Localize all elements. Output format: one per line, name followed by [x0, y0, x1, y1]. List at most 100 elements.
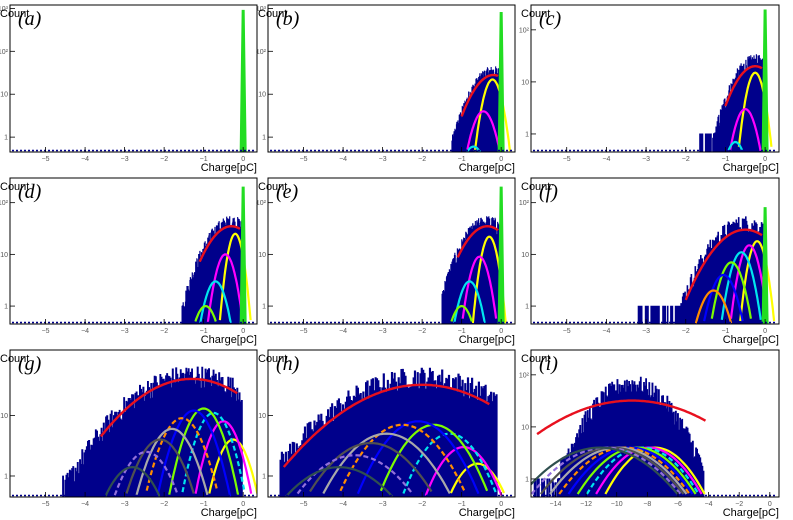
panel-a: −5 −4 −3 −2 −1 0 1 10 10² 10³ Charge[pC] Count(a) — [0, 4, 258, 174]
panel-h: −5 −4 −3 −2 −1 0 1 10 Charge[pC] Count(h) — [258, 349, 516, 519]
x-tick-label: −2 — [682, 156, 690, 163]
plot-area — [270, 367, 512, 497]
x-tick-label: −1 — [721, 328, 729, 335]
x-tick-label: −1 — [721, 156, 729, 163]
x-axis-title: Charge[pC] — [201, 162, 257, 174]
panel-frame — [530, 4, 780, 153]
x-tick-label: −1 — [200, 156, 208, 163]
fit-curve — [684, 228, 763, 301]
y-axis-title: Count — [521, 353, 550, 365]
x-tick-label: −2 — [418, 501, 426, 508]
x-tick-label: −5 — [563, 156, 571, 163]
y-tick-label: 10² — [519, 27, 530, 34]
x-tick-label: −5 — [42, 328, 50, 335]
x-tick-label: −1 — [200, 501, 208, 508]
x-axis-title: Charge[pC] — [201, 334, 257, 346]
panel-frame — [9, 349, 258, 498]
panel-frame — [267, 4, 516, 153]
component-curve — [450, 304, 473, 322]
y-tick-label: 1 — [525, 476, 529, 483]
component-curve — [739, 240, 776, 322]
component-curve — [694, 289, 733, 324]
x-tick-label: −4 — [339, 156, 347, 163]
x-tick-label: −5 — [300, 501, 308, 508]
y-axis-title: Count — [258, 353, 287, 365]
y-tick-label: 10² — [519, 372, 530, 379]
x-tick-label: −3 — [642, 156, 650, 163]
y-tick-label: 1 — [4, 473, 8, 480]
component-curve — [339, 423, 466, 492]
panel-label: (c) — [539, 8, 562, 30]
panel-f: −5 −4 −3 −2 −1 0 1 10 10² Charge[pC] Count(f) — [519, 177, 780, 346]
y-tick-label: 10³ — [256, 6, 267, 13]
panel-label: (f) — [539, 181, 558, 203]
component-curve — [449, 462, 505, 494]
x-tick-label: −4 — [602, 328, 610, 335]
x-tick-label: −2 — [160, 156, 168, 163]
fit-curve — [198, 225, 241, 263]
component-curve — [194, 420, 253, 494]
charge-histogram — [181, 216, 243, 324]
panel-frame — [267, 177, 516, 325]
pedestal-peak — [239, 186, 247, 324]
x-tick-label: 0 — [499, 156, 503, 163]
charge-histogram — [699, 54, 765, 152]
x-tick-label: 0 — [763, 156, 767, 163]
y-tick-label: 10 — [0, 92, 8, 99]
panel-b: −5 −4 −3 −2 −1 0 1 10 10² 10³ Charge[pC] Count(b) — [256, 4, 516, 174]
component-curve — [710, 261, 752, 319]
y-tick-label: 10² — [256, 200, 267, 207]
y-tick-label: 1 — [262, 473, 266, 480]
component-curve — [461, 255, 498, 319]
plot-area — [12, 9, 254, 152]
y-axis-title: Count — [258, 8, 287, 20]
component-curve — [181, 411, 246, 493]
component-curve — [309, 441, 433, 493]
x-tick-label: −5 — [42, 156, 50, 163]
component-curve — [168, 407, 240, 495]
plot-area — [270, 186, 512, 324]
y-tick-label: 10² — [519, 200, 530, 207]
x-tick-label: −4 — [81, 156, 89, 163]
panel-i: −14 −12 −10 −8 −6 −4 −2 0 1 10 10² Charge[pC] Count(… — [519, 349, 780, 519]
y-tick-label: 10² — [0, 200, 9, 207]
x-axis-title: Charge[pC] — [723, 162, 779, 174]
component-curve — [135, 427, 209, 496]
fit-curve — [456, 225, 499, 258]
x-tick-label: −2 — [735, 501, 743, 508]
x-tick-label: −3 — [121, 328, 129, 335]
plot-area — [12, 186, 254, 324]
panel-label: (h) — [276, 353, 300, 375]
x-tick-label: −14 — [550, 501, 562, 508]
x-axis-title: Charge[pC] — [723, 334, 779, 346]
component-curve — [125, 438, 195, 494]
component-curve — [727, 140, 744, 151]
x-tick-label: −3 — [642, 328, 650, 335]
panel-label: (d) — [18, 181, 42, 203]
component-curve — [145, 417, 219, 491]
x-tick-label: 0 — [241, 328, 245, 335]
component-curve — [531, 446, 679, 495]
y-tick-label: 1 — [262, 135, 266, 142]
x-tick-label: −1 — [200, 328, 208, 335]
y-tick-label: 1 — [525, 304, 529, 311]
x-tick-label: −5 — [300, 328, 308, 335]
x-tick-label: −2 — [418, 156, 426, 163]
component-curve — [729, 244, 769, 319]
panel-label: (a) — [18, 8, 42, 30]
panel-label: (b) — [276, 8, 300, 30]
component-curve — [466, 110, 501, 150]
pedestal-peak — [497, 186, 505, 324]
component-curve — [720, 251, 762, 320]
panel-frame — [9, 177, 258, 325]
panel-g: −5 −4 −3 −2 −1 0 1 10 Charge[pC] Count(g) — [0, 349, 258, 519]
component-curve — [453, 280, 486, 323]
x-tick-label: −1 — [458, 501, 466, 508]
fit-curve — [282, 383, 490, 468]
x-axis-title: Charge[pC] — [723, 507, 779, 519]
x-tick-label: −3 — [379, 328, 387, 335]
x-tick-label: −2 — [418, 328, 426, 335]
component-curve — [322, 432, 451, 495]
x-tick-label: −3 — [121, 501, 129, 508]
x-tick-label: −2 — [682, 328, 690, 335]
